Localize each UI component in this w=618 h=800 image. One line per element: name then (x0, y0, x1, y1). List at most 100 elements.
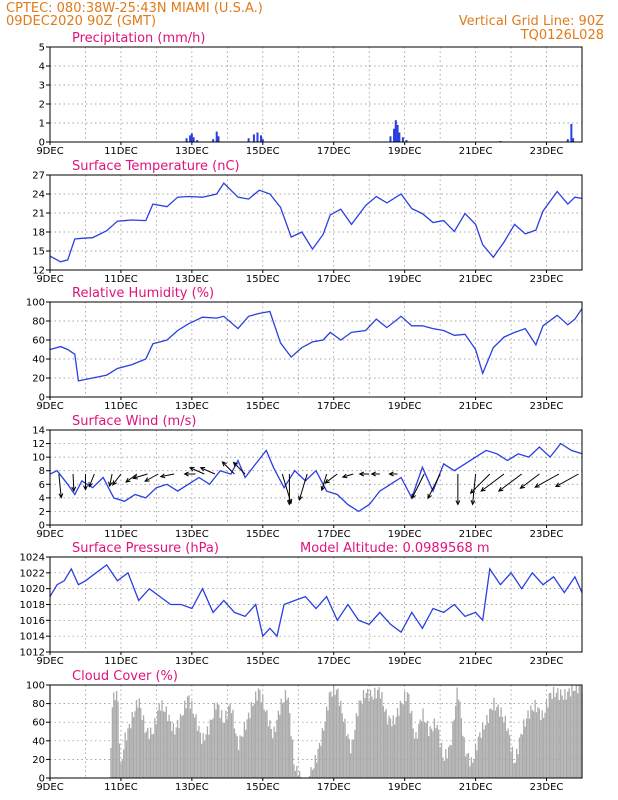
cloud-bar (293, 764, 295, 778)
x-tick-label: 21DEC (459, 146, 493, 157)
wind-vector-head (112, 480, 118, 486)
cloud-bar (252, 705, 254, 778)
series-line (49, 308, 583, 382)
cloud-bar (385, 708, 387, 778)
cloud-bar (364, 698, 366, 778)
cloud-bar (552, 686, 555, 778)
wind-vector (480, 473, 505, 492)
cloud-bar (246, 719, 248, 778)
cloud-bar (113, 692, 115, 778)
x-tick-label: 13DEC (175, 782, 209, 793)
cloud-bar (157, 710, 159, 778)
cloud-bar (110, 747, 112, 778)
x-tick-label: 15DEC (246, 401, 280, 412)
cloud-bar (277, 710, 280, 778)
cloud-bar (405, 701, 407, 778)
cloud-bar (395, 717, 397, 778)
cloud-bar (201, 743, 203, 778)
cloud-bar (162, 711, 165, 778)
panel-frame (49, 301, 583, 398)
cloud-bar (147, 727, 149, 778)
cloud-bar (389, 718, 392, 778)
cloud-bar (406, 692, 409, 778)
cloud-bar (453, 719, 455, 778)
cloud-bar (399, 700, 402, 778)
cloud-bar (314, 755, 316, 778)
cloud-bar (121, 759, 123, 778)
wind-vector (88, 473, 95, 487)
cloud-bar (297, 776, 299, 778)
cloud-bar (430, 728, 433, 778)
cloud-bar (142, 715, 145, 778)
cloud-bar (222, 722, 224, 778)
x-tick-label: 11DEC (104, 782, 138, 793)
cloud-bar (111, 707, 114, 778)
cloud-bar (179, 713, 182, 778)
wind-vector (555, 473, 579, 487)
cloud-bar (411, 710, 413, 778)
precip-bar (196, 140, 199, 142)
series-line (49, 182, 583, 263)
x-tick-label: 11DEC (104, 656, 138, 667)
cloud-bar (169, 721, 172, 778)
y-tick-label: 18 (32, 228, 45, 239)
wind-vector-head (125, 477, 131, 483)
cloud-bar (579, 685, 582, 778)
cloud-bar (521, 734, 524, 778)
cloud-bar (537, 707, 539, 778)
panel-title: Surface Wind (m/s) (72, 414, 196, 429)
x-tick-label: 11DEC (104, 274, 138, 285)
cloud-bar (525, 718, 528, 778)
cloud-bar (269, 720, 271, 778)
cloud-bar (501, 716, 504, 778)
cloud-bar (182, 714, 184, 778)
x-tick-label: 17DEC (317, 529, 351, 540)
cloud-bar (272, 738, 274, 778)
cloud-bar (477, 736, 480, 778)
cloud-bar (375, 698, 377, 778)
cloud-bar (445, 749, 447, 778)
cloud-bar (213, 702, 216, 778)
y-tick-label: 4 (39, 493, 45, 504)
panel-title: Relative Humidity (%) (72, 286, 214, 301)
cloud-bar (260, 702, 262, 778)
cloud-bar (409, 713, 411, 778)
cloud-bar (359, 700, 362, 778)
cloud-bar (439, 747, 441, 778)
cloud-bar (189, 708, 192, 778)
cloud-bar (480, 737, 482, 778)
cloud-bar (323, 730, 325, 778)
cloud-bar (486, 714, 488, 778)
cloud-bar (548, 693, 550, 778)
x-tick-label: 21DEC (459, 529, 493, 540)
y-tick-label: 27 (32, 171, 45, 182)
cloud-bar (577, 693, 579, 778)
cloud-bar (181, 716, 183, 778)
cloud-bar (358, 700, 360, 778)
cloud-bar (130, 728, 132, 778)
cloud-bar (267, 726, 270, 778)
cloud-bar (242, 736, 244, 778)
cloud-bar (178, 728, 180, 778)
precip-bar (212, 139, 215, 142)
cloud-bar (125, 740, 128, 778)
panel-frame (49, 429, 583, 526)
wind-vector (72, 473, 75, 491)
x-tick-label: 19DEC (388, 146, 422, 157)
x-tick-label: 21DEC (459, 782, 493, 793)
cloud-bar (148, 738, 150, 778)
cloud-bar (368, 700, 370, 778)
cloud-bar (474, 743, 477, 778)
cloud-bar (398, 715, 400, 778)
cloud-bar (236, 736, 238, 778)
wind-vector (411, 473, 425, 499)
cloud-bar (208, 734, 210, 778)
series-line (49, 442, 583, 513)
cloud-bar (516, 748, 518, 778)
cloud-bar (533, 711, 535, 778)
wind-vector-head (183, 471, 189, 477)
cloud-bar (313, 768, 315, 778)
y-tick-label: 80 (32, 699, 45, 710)
cloud-bar (542, 717, 545, 778)
